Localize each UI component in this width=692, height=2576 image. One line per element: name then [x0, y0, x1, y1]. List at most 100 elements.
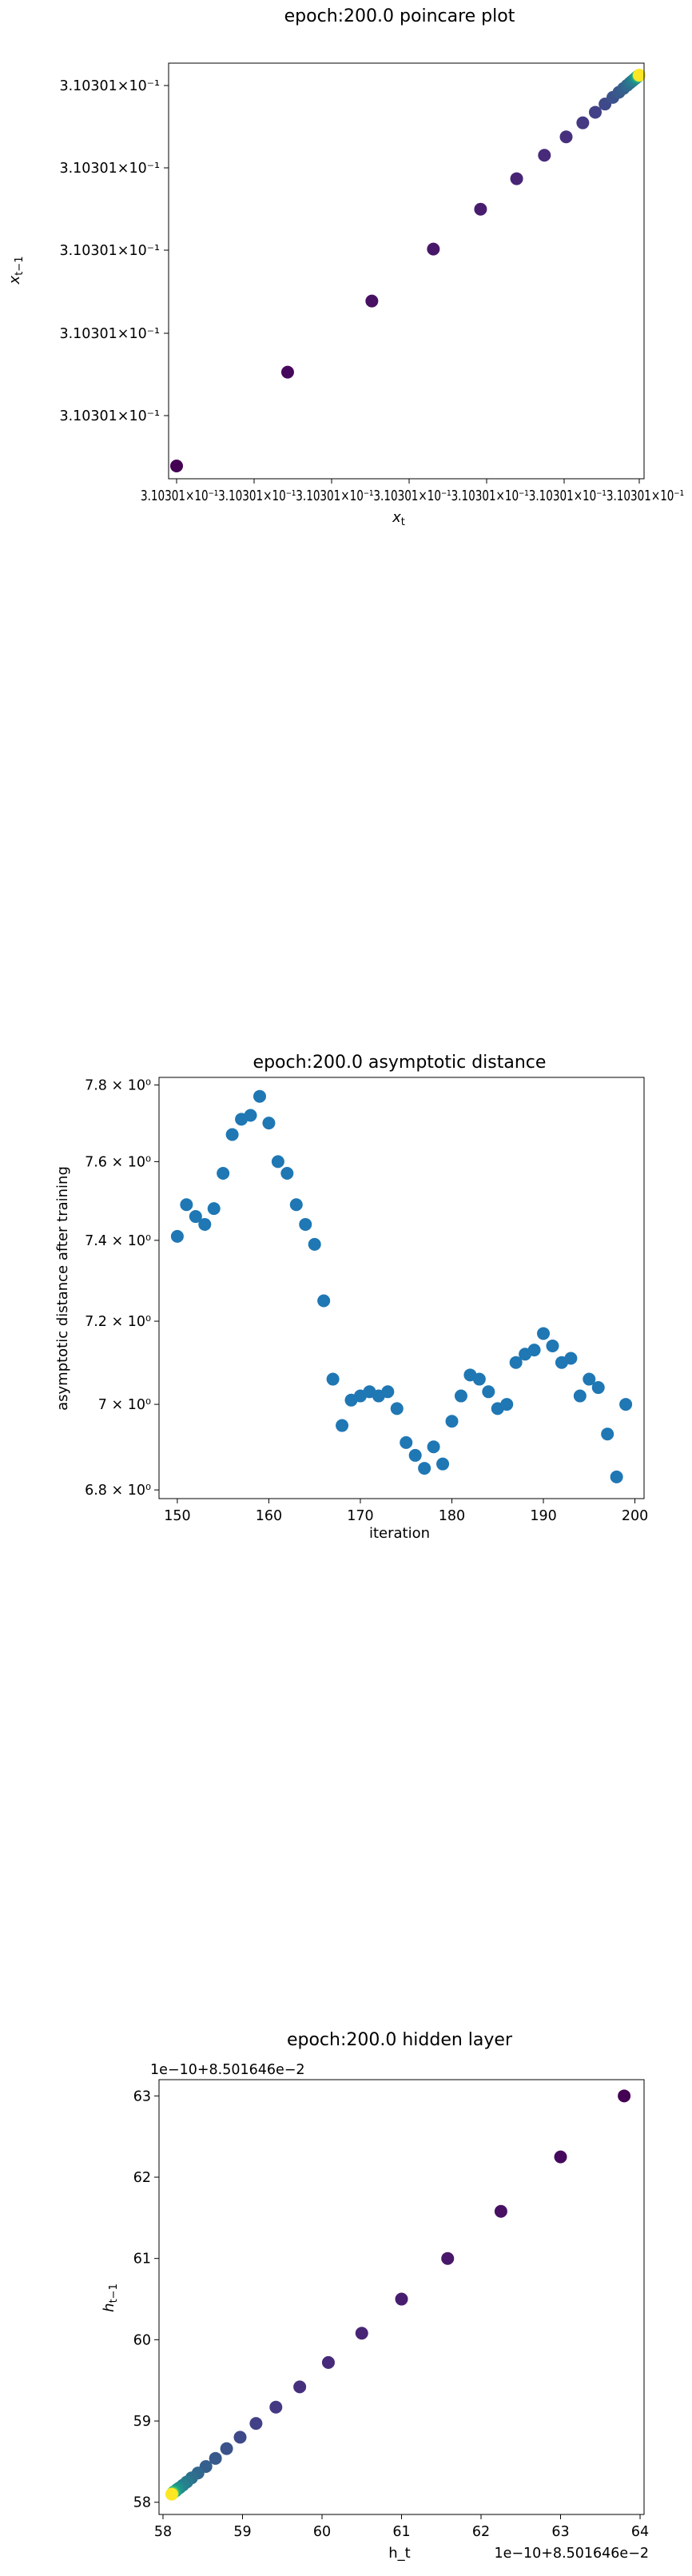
- chart-title: epoch:200.0 poincare plot: [284, 6, 515, 26]
- y-tick-label: 63: [133, 2088, 151, 2104]
- data-point: [365, 294, 379, 308]
- data-point: [308, 1237, 321, 1251]
- x-tick-label: 62: [472, 2524, 490, 2540]
- x-tick-label: 60: [313, 2524, 331, 2540]
- data-point: [280, 365, 294, 379]
- data-point: [336, 1419, 349, 1432]
- data-point: [253, 1089, 266, 1103]
- data-point: [454, 1389, 467, 1403]
- data-point: [381, 1385, 395, 1399]
- data-point: [441, 2252, 455, 2265]
- data-point: [559, 130, 573, 144]
- data-point: [271, 1155, 284, 1169]
- y-axis-label: ht−1: [101, 2283, 120, 2312]
- plot-frame: [168, 62, 645, 480]
- x-tick-label: 58: [154, 2524, 172, 2540]
- x-tick-labels: 3.10301×10⁻¹3.10301×10⁻¹3.10301×10⁻¹3.10…: [141, 488, 684, 504]
- data-point: [436, 1457, 450, 1471]
- hidden-layer-chart: epoch:200.0 hidden layer 1e−10+8.501646e…: [101, 2030, 649, 2562]
- data-point: [583, 1372, 596, 1386]
- data-point: [472, 1372, 486, 1386]
- y-tick-label: 3.10301×10⁻¹: [59, 326, 160, 342]
- data-point: [207, 1202, 221, 1216]
- poincare-plot-chart: epoch:200.0 poincare plot 3.10301×10⁻¹3.…: [6, 6, 684, 528]
- y-tick-label: 3.10301×10⁻¹: [59, 243, 160, 259]
- data-point: [591, 1381, 605, 1395]
- x-tick-label: 150: [164, 1508, 190, 1524]
- data-point: [269, 2400, 283, 2414]
- y-tick-label: 7.6 × 10⁰: [85, 1154, 151, 1170]
- y-tick-label: 60: [133, 2332, 151, 2348]
- data-point: [198, 1217, 212, 1231]
- data-point: [482, 1385, 495, 1399]
- y-tick-label: 59: [133, 2414, 151, 2430]
- data-point: [249, 2417, 263, 2431]
- data-point: [209, 2451, 222, 2465]
- data-point: [400, 1435, 413, 1449]
- x-axis-label: iteration: [369, 1525, 430, 1542]
- data-point: [217, 1166, 230, 1180]
- data-point: [355, 2327, 368, 2340]
- data-point: [494, 2204, 507, 2218]
- data-point: [321, 2355, 335, 2369]
- data-point: [225, 1128, 239, 1141]
- data-point: [546, 1339, 559, 1352]
- y-tick-label: 62: [133, 2170, 151, 2186]
- y-offset-text: 1e−10+8.501646e−2: [150, 2062, 305, 2078]
- data-point: [408, 1448, 422, 1462]
- data-point: [633, 69, 646, 82]
- data-point: [180, 1198, 193, 1212]
- data-point: [280, 1166, 294, 1180]
- data-point: [390, 1402, 404, 1415]
- data-point: [427, 242, 440, 256]
- data-point: [170, 1229, 184, 1243]
- y-tick-label: 61: [133, 2252, 151, 2267]
- data-point: [588, 106, 602, 119]
- data-point: [427, 1440, 440, 1454]
- data-point: [220, 2442, 233, 2455]
- data-point: [317, 1294, 331, 1308]
- y-axis-label: xt−1: [6, 257, 26, 285]
- data-point: [554, 2150, 567, 2164]
- data-point: [500, 1398, 514, 1411]
- data-point: [618, 2089, 631, 2103]
- x-offset-text: 1e−10+8.501646e−2: [494, 2546, 649, 2562]
- data-point: [293, 2380, 307, 2394]
- x-axis-label: h_t: [388, 2545, 410, 2562]
- plot-frame: [158, 1077, 645, 1499]
- y-tick-label: 7.4 × 10⁰: [85, 1233, 151, 1249]
- data-point: [289, 1198, 303, 1212]
- data-point: [619, 1398, 633, 1411]
- x-axis-label: xt: [392, 509, 405, 528]
- data-point: [244, 1109, 257, 1122]
- x-tick-label: 190: [530, 1508, 556, 1524]
- data-point: [189, 1210, 202, 1224]
- data-point: [527, 1344, 541, 1357]
- x-tick-label: 63: [551, 2524, 569, 2540]
- data-point: [576, 116, 590, 129]
- x-tick-label: 180: [439, 1508, 465, 1524]
- data-point: [445, 1415, 459, 1428]
- data-point: [537, 1327, 551, 1340]
- y-tick-label: 6.8 × 10⁰: [85, 1483, 151, 1499]
- data-point: [165, 2487, 178, 2501]
- y-axis-label: asymptotic distance after training: [54, 1166, 71, 1411]
- data-point: [170, 460, 183, 472]
- data-point: [299, 1217, 312, 1231]
- asymptotic-distance-chart: epoch:200.0 asymptotic distance 6.8 × 10…: [54, 1053, 648, 1542]
- data-point: [233, 2431, 247, 2444]
- data-point: [610, 1470, 623, 1483]
- data-point: [564, 1352, 578, 1365]
- y-tick-label: 7 × 10⁰: [98, 1397, 151, 1413]
- x-tick-label: 59: [233, 2524, 251, 2540]
- x-tick-marks: [176, 479, 640, 484]
- y-tick-label: 3.10301×10⁻¹: [59, 408, 160, 424]
- data-point: [538, 149, 551, 162]
- data-point: [509, 1356, 523, 1369]
- x-tick-label: 61: [392, 2524, 410, 2540]
- chart-title: epoch:200.0 asymptotic distance: [253, 1053, 547, 1073]
- y-tick-label: 58: [133, 2495, 151, 2511]
- data-point: [262, 1117, 276, 1130]
- y-tick-label: 3.10301×10⁻¹: [59, 78, 160, 94]
- data-point: [418, 1462, 432, 1475]
